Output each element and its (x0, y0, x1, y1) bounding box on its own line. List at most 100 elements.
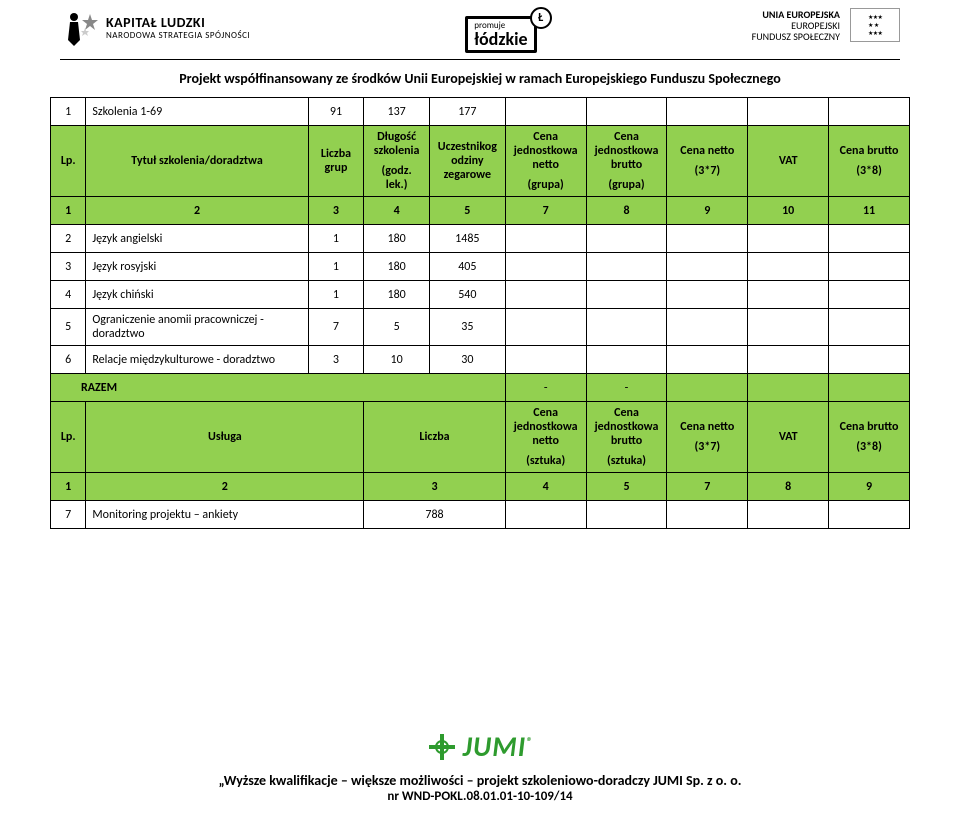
num-cell: 11 (829, 197, 910, 225)
hdr-text: Cena jednostkowa netto (512, 130, 580, 172)
cell: 405 (429, 253, 505, 281)
cell-empty (748, 225, 829, 253)
cell-empty (829, 501, 910, 529)
cell-empty (748, 281, 829, 309)
table-row: 4 Język chiński 1 180 540 (51, 281, 910, 309)
hdr-cn: Cena netto (3*7) (667, 126, 748, 197)
hdr-text: (3*7) (695, 164, 721, 178)
cell-empty (667, 225, 748, 253)
num-cell: 3 (364, 473, 505, 501)
table-row: 3 Język rosyjski 1 180 405 (51, 253, 910, 281)
num-cell: 1 (51, 473, 86, 501)
cell-empty (748, 346, 829, 374)
cell-lp: 1 (51, 98, 86, 126)
cell-empty (586, 281, 667, 309)
cell-empty (586, 501, 667, 529)
table-row: 7 Monitoring projektu – ankiety 788 (51, 501, 910, 529)
hdr-cjb: Cena jednostkowa brutto (grupa) (586, 126, 667, 197)
cell: Ograniczenie anomii pracowniczej - dorad… (86, 309, 308, 346)
project-title: Projekt współfinansowany ze środków Unii… (0, 66, 960, 97)
hdr-text: (grupa) (608, 178, 644, 192)
cell-empty (829, 374, 910, 402)
cell-empty (586, 309, 667, 346)
cell: 788 (364, 501, 505, 529)
hdr-lp: Lp. (51, 126, 86, 197)
jumi-name: JUMI (463, 729, 527, 764)
num-cell: 1 (51, 197, 86, 225)
cell: 2 (51, 225, 86, 253)
cell-empty (667, 253, 748, 281)
hdr-text: (3*7) (695, 440, 721, 454)
cell: 540 (429, 281, 505, 309)
cell-empty (748, 374, 829, 402)
cell: 5 (364, 309, 430, 346)
cell: Język rosyjski (86, 253, 308, 281)
cell: 4 (51, 281, 86, 309)
cell: 35 (429, 309, 505, 346)
cell: 177 (429, 98, 505, 126)
cell: 180 (364, 253, 430, 281)
cell: 7 (308, 309, 364, 346)
num-cell: 5 (429, 197, 505, 225)
cell-empty (829, 346, 910, 374)
razem-dash: - (505, 374, 586, 402)
table-row: 1 Szkolenia 1-69 91 137 177 (51, 98, 910, 126)
table-row: 6 Relacje międzykulturowe - doradztwo 3 … (51, 346, 910, 374)
header-divider (60, 59, 900, 60)
cell: 10 (364, 346, 430, 374)
logo-kapital-ludzki: KAPITAŁ LUDZKI NARODOWA STRATEGIA SPÓJNO… (60, 8, 250, 48)
num-cell: 4 (505, 473, 586, 501)
hdr-usluga: Usługa (86, 402, 364, 473)
table-row: 2 Język angielski 1 180 1485 (51, 225, 910, 253)
cell: Język chiński (86, 281, 308, 309)
logo-eu: UNIA EUROPEJSKA EUROPEJSKI FUNDUSZ SPOŁE… (752, 8, 900, 42)
cell: Język angielski (86, 225, 308, 253)
jumi-reg: ® (526, 736, 533, 750)
num-cell: 9 (829, 473, 910, 501)
hdr-text: (grupa) (528, 178, 564, 192)
main-table: 1 Szkolenia 1-69 91 137 177 Lp. Tytuł sz… (50, 97, 910, 529)
hdr-dlugosc: Długość szkolenia (godz. lek.) (364, 126, 430, 197)
razem-label: RAZEM (51, 374, 506, 402)
table-row: 5 Ograniczenie anomii pracowniczej - dor… (51, 309, 910, 346)
cell-empty (667, 98, 748, 126)
cell-empty (829, 309, 910, 346)
cell-empty (505, 253, 586, 281)
hdr-text: Cena brutto (840, 144, 899, 158)
cell-empty (829, 281, 910, 309)
hdr-vat: VAT (748, 402, 829, 473)
hdr-vat: VAT (748, 126, 829, 197)
hdr-uczest: Uczestnikog odziny zegarowe (429, 126, 505, 197)
cell-empty (586, 98, 667, 126)
hdr-text: Cena jednostkowa netto (512, 406, 580, 448)
hdr-text: Cena jednostkowa brutto (593, 130, 661, 172)
footer-line2: nr WND-POKL.08.01.01-10-109/14 (0, 789, 960, 804)
cell: 3 (308, 346, 364, 374)
hdr-cn: Cena netto (3*7) (667, 402, 748, 473)
num-cell: 3 (308, 197, 364, 225)
cell-empty (748, 501, 829, 529)
cell: 91 (308, 98, 364, 126)
hdr-text: Cena netto (680, 420, 734, 434)
table-razem-row: RAZEM - - (51, 374, 910, 402)
hdr-cb: Cena brutto (3*8) (829, 402, 910, 473)
table-number-row-2: 1 2 3 4 5 7 8 9 (51, 473, 910, 501)
razem-dash: - (586, 374, 667, 402)
hdr-text: (sztuka) (526, 454, 565, 468)
cell: 180 (364, 225, 430, 253)
num-cell: 2 (86, 473, 364, 501)
logo-subtitle: NARODOWA STRATEGIA SPÓJNOŚCI (106, 31, 250, 41)
header-logos: KAPITAŁ LUDZKI NARODOWA STRATEGIA SPÓJNO… (0, 0, 960, 57)
hdr-text: (3*8) (856, 440, 882, 454)
num-cell: 8 (586, 197, 667, 225)
lodzkie-badge: Ł (530, 7, 552, 29)
num-cell: 4 (364, 197, 430, 225)
cell: 1 (308, 281, 364, 309)
cell-empty (505, 281, 586, 309)
cell-empty (586, 346, 667, 374)
cell: Monitoring projektu – ankiety (86, 501, 364, 529)
cell-empty (667, 501, 748, 529)
cell-empty (667, 281, 748, 309)
cell-empty (748, 309, 829, 346)
hdr-text: (godz. lek.) (370, 164, 423, 192)
